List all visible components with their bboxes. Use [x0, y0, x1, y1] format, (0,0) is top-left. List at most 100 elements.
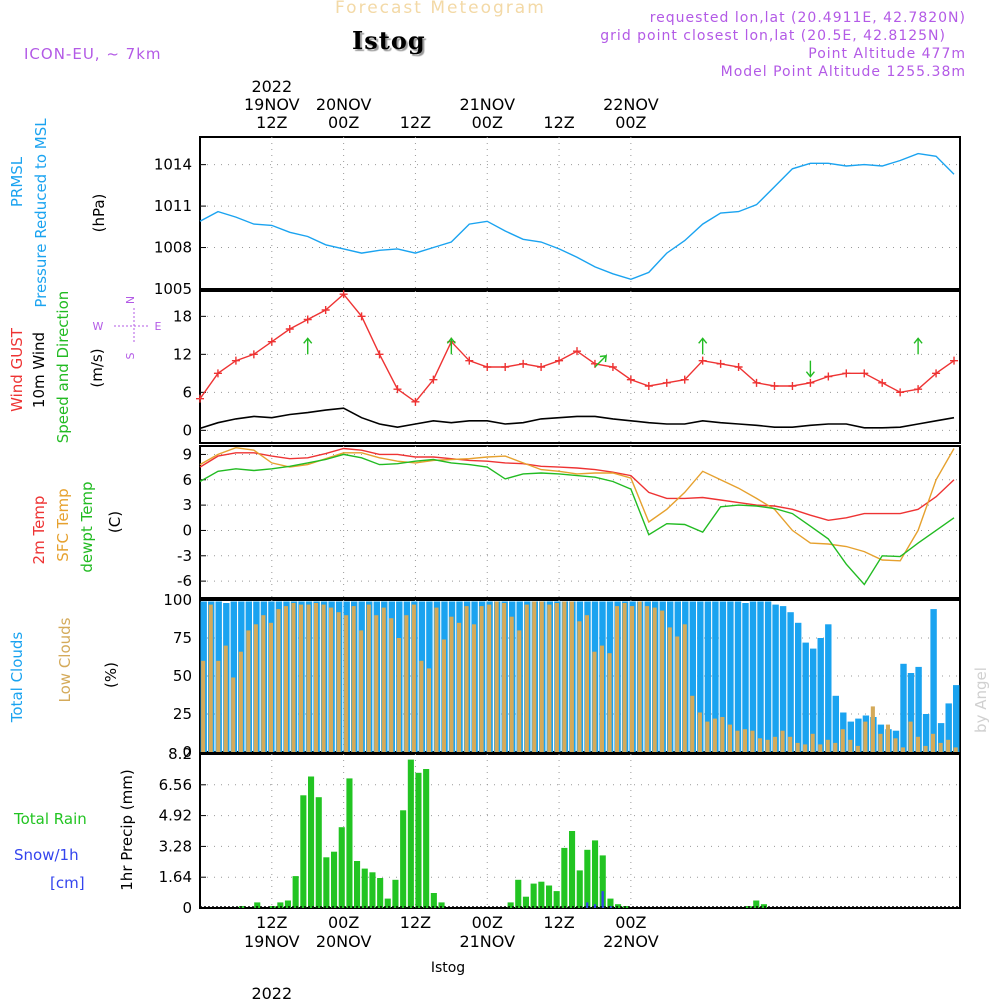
credit-text: by Angel: [972, 667, 990, 733]
low-cloud-bar: [494, 601, 499, 752]
rain-bar: [346, 778, 353, 908]
low-cloud-bar: [667, 627, 672, 752]
low-cloud-bar: [487, 604, 492, 752]
bottom-hour-label: 12Z: [543, 913, 574, 932]
low-cloud-bar: [848, 739, 853, 752]
total-cloud-bar: [817, 638, 824, 752]
dewpt-line: [199, 453, 955, 586]
wind-direction-arrowhead: [446, 337, 456, 344]
gust-marker: [465, 356, 474, 365]
low-cloud-bar: [788, 736, 793, 752]
total-cloud-bar: [810, 648, 817, 752]
header: Forecast Meteogram Istog ICON-EU, ~ 7km …: [0, 0, 1000, 90]
low-cloud-bar: [223, 645, 228, 752]
total-cloud-bar: [749, 601, 757, 752]
gust-marker: [501, 363, 510, 371]
gust-marker: [824, 372, 833, 381]
low-cloud-bar: [532, 601, 537, 752]
low-cloud-bar: [615, 606, 620, 752]
total-cloud-bar: [953, 685, 960, 752]
wind-ytick-label: 12: [173, 345, 192, 363]
top-hour-label: 12Z: [400, 113, 431, 132]
snow-bar: [593, 904, 597, 908]
top-hour-label: 12Z: [543, 113, 574, 132]
low-cloud-bar: [833, 742, 838, 752]
bottom-hour-label: 00Z: [472, 913, 503, 932]
total-cloud-bar: [727, 601, 734, 752]
rain-bar: [338, 827, 345, 908]
gust-marker: [716, 359, 725, 368]
bottom-day-label: 21NOV: [459, 932, 515, 951]
low-cloud-bar: [351, 606, 356, 752]
rain-bar: [415, 772, 422, 908]
low-cloud-bar: [780, 730, 785, 752]
cloud-axis-title-2: Low Clouds: [56, 617, 74, 702]
clouds-ytick-label: 25: [173, 705, 192, 723]
low-cloud-bar: [314, 603, 319, 752]
compass-s: S: [124, 352, 137, 359]
rain-bar: [561, 847, 568, 908]
low-cloud-bar: [938, 742, 943, 752]
wind-axis-unit: (m/s): [88, 348, 106, 387]
low-cloud-bar: [599, 645, 604, 752]
low-cloud-bar: [479, 606, 484, 752]
low-cloud-bar: [562, 601, 567, 752]
low-cloud-bar: [652, 607, 657, 752]
top-hour-label: 00Z: [615, 113, 646, 132]
gust-marker: [339, 290, 348, 299]
gust-marker: [213, 369, 222, 378]
low-cloud-bar: [321, 604, 326, 752]
low-cloud-bar: [712, 718, 717, 752]
gust-marker: [357, 312, 366, 321]
low-cloud-bar: [735, 730, 740, 752]
low-cloud-bar: [404, 615, 409, 752]
compass-n: N: [124, 296, 137, 304]
rain-bar: [254, 902, 261, 908]
rain-bar: [423, 769, 430, 908]
temp-axis-title-1: 2m Temp: [30, 496, 48, 565]
gust-marker: [393, 385, 402, 394]
rain-bar: [377, 878, 384, 908]
low-cloud-bar: [238, 651, 243, 752]
rain-bar: [292, 876, 299, 908]
temperature-frame: [199, 445, 961, 599]
low-cloud-bar: [359, 630, 364, 752]
low-cloud-bar: [900, 747, 905, 752]
rain-bar: [369, 872, 376, 908]
bottom-hour-label: 12Z: [400, 913, 431, 932]
precip-ytick-label: 8.2: [168, 745, 192, 763]
total-cloud-bar: [900, 663, 907, 752]
pressure-ytick-label: 1008: [154, 239, 192, 257]
gust-marker: [555, 356, 564, 365]
total-cloud-bar: [937, 723, 945, 752]
low-cloud-bar: [758, 738, 763, 752]
total-cloud-bar: [764, 601, 772, 752]
low-cloud-bar: [434, 607, 439, 752]
clouds-ytick-label: 100: [163, 591, 192, 609]
pressure-axis-unit: (hPa): [90, 194, 108, 233]
low-cloud-bar: [765, 739, 770, 752]
gust-marker: [231, 356, 240, 365]
wind-direction-arrowhead: [913, 337, 923, 344]
low-cloud-bar: [524, 604, 529, 752]
gust-marker: [626, 375, 635, 384]
top-day-label: 21NOV: [459, 95, 515, 114]
low-cloud-bar: [818, 744, 823, 752]
rain-bar: [300, 795, 307, 908]
rain-bar: [407, 759, 414, 908]
rain-bar: [522, 896, 529, 908]
gust-marker: [734, 363, 743, 371]
compass-cross: [114, 308, 148, 344]
rain-bar: [546, 885, 553, 908]
total-cloud-bar: [697, 601, 704, 752]
top-year-label: 2022: [251, 77, 292, 96]
gust-marker: [770, 382, 779, 390]
low-cloud-bar: [253, 624, 258, 752]
gust-marker: [608, 363, 617, 371]
grid-coords: grid point closest lon,lat (20.5E, 42.81…: [600, 28, 946, 44]
low-cloud-bar: [916, 736, 921, 752]
gust-marker: [285, 325, 294, 333]
gust-marker: [429, 375, 438, 384]
low-cloud-bar: [773, 736, 778, 752]
